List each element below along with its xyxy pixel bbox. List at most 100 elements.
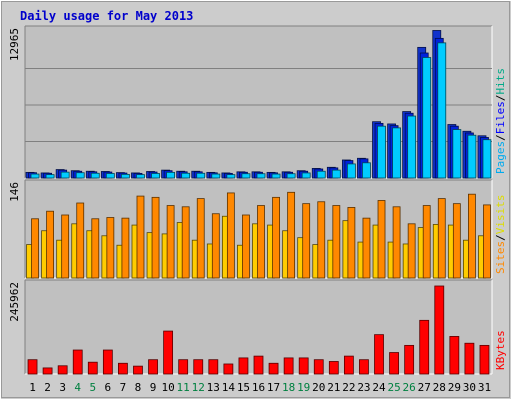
x-tick-label-day-28: 28 bbox=[433, 381, 446, 394]
bar-visits-visits-day-16 bbox=[257, 205, 265, 279]
bar-kbytes-kbytes-day-18 bbox=[283, 357, 294, 375]
bar-visits-visits-day-19 bbox=[302, 203, 311, 279]
bar-visits-visits-day-7 bbox=[121, 217, 130, 279]
bar-visits-visits-day-22 bbox=[347, 207, 356, 279]
bar-visits-visits-day-15 bbox=[242, 214, 250, 279]
x-tick-label-day-29: 29 bbox=[448, 381, 461, 394]
bar-hits-pages-day-26 bbox=[407, 115, 417, 179]
x-tick-label-day-4: 4 bbox=[74, 381, 81, 394]
bar-hits-pages-day-10 bbox=[166, 171, 176, 179]
bar-kbytes-kbytes-day-4 bbox=[72, 349, 83, 375]
panel-kbytes: 245962 KBytes bbox=[8, 279, 507, 375]
x-tick-label-day-15: 15 bbox=[237, 381, 250, 394]
bar-kbytes-kbytes-day-15 bbox=[238, 357, 249, 375]
bar-hits-pages-day-17 bbox=[271, 173, 281, 179]
bar-kbytes-kbytes-day-3 bbox=[57, 365, 68, 375]
bar-hits-pages-day-19 bbox=[301, 172, 311, 179]
bar-kbytes-kbytes-day-9 bbox=[148, 359, 158, 375]
bar-kbytes-kbytes-day-2 bbox=[42, 367, 53, 375]
bar-kbytes-kbytes-day-17 bbox=[268, 362, 279, 375]
bar-kbytes-kbytes-day-31 bbox=[479, 344, 490, 375]
bar-hits-pages-day-31 bbox=[482, 139, 492, 179]
bar-hits-pages-day-21 bbox=[331, 169, 341, 179]
bar-hits-pages-day-2 bbox=[45, 174, 55, 179]
x-tick-label-day-1: 1 bbox=[29, 381, 36, 394]
bar-hits-pages-day-30 bbox=[467, 134, 477, 179]
x-tick-label-day-19: 19 bbox=[297, 381, 310, 394]
series-visits-visits bbox=[31, 191, 491, 279]
panel-visits-max-label: 146 bbox=[8, 182, 21, 202]
x-tick-label-day-24: 24 bbox=[372, 381, 386, 394]
bar-visits-visits-day-21 bbox=[332, 205, 341, 279]
bar-hits-pages-day-28 bbox=[437, 42, 447, 179]
x-tick-label-day-27: 27 bbox=[418, 381, 431, 394]
bar-hits-pages-day-3 bbox=[60, 171, 70, 179]
bar-visits-visits-day-6 bbox=[106, 217, 115, 279]
legend-entry-sites: Sites bbox=[494, 241, 507, 274]
x-tick-label-day-8: 8 bbox=[135, 381, 142, 394]
bar-visits-visits-day-25 bbox=[392, 206, 401, 279]
bar-kbytes-kbytes-day-20 bbox=[313, 359, 324, 375]
bar-kbytes-kbytes-day-22 bbox=[343, 355, 354, 375]
bar-hits-pages-day-23 bbox=[362, 162, 371, 179]
chart-panels: 12965Pages/Files/Hits146Sites/Visits2459… bbox=[8, 25, 507, 375]
x-tick-label-day-20: 20 bbox=[312, 381, 325, 394]
bar-visits-visits-day-30 bbox=[467, 193, 476, 279]
bar-visits-visits-day-4 bbox=[76, 202, 85, 279]
bar-kbytes-kbytes-day-24 bbox=[374, 334, 384, 375]
legend-separator: / bbox=[494, 134, 507, 141]
x-tick-label-day-12: 12 bbox=[192, 381, 205, 394]
bar-kbytes-kbytes-day-26 bbox=[404, 344, 415, 375]
bar-kbytes-kbytes-day-1 bbox=[27, 359, 38, 375]
bar-kbytes-kbytes-day-11 bbox=[178, 359, 189, 375]
bar-visits-visits-day-2 bbox=[46, 210, 54, 279]
bar-kbytes-kbytes-day-13 bbox=[208, 359, 219, 375]
x-tick-label-day-11: 11 bbox=[177, 381, 190, 394]
bar-hits-pages-day-27 bbox=[422, 57, 432, 179]
bar-visits-visits-day-29 bbox=[452, 203, 461, 279]
bar-hits-pages-day-5 bbox=[90, 172, 100, 179]
bar-kbytes-kbytes-day-14 bbox=[223, 363, 234, 375]
x-tick-label-day-25: 25 bbox=[387, 381, 400, 394]
bar-kbytes-kbytes-day-7 bbox=[118, 362, 128, 375]
bar-visits-visits-day-18 bbox=[287, 191, 296, 279]
bar-kbytes-kbytes-day-30 bbox=[464, 342, 475, 375]
x-tick-label-day-13: 13 bbox=[207, 381, 220, 394]
bar-kbytes-kbytes-day-10 bbox=[163, 330, 174, 375]
x-tick-label-day-10: 10 bbox=[161, 381, 174, 394]
bar-visits-visits-day-8 bbox=[136, 195, 145, 279]
x-tick-label-day-3: 3 bbox=[59, 381, 66, 394]
x-tick-label-day-23: 23 bbox=[357, 381, 370, 394]
panel-visits-legend: Sites/Visits bbox=[494, 195, 507, 275]
bar-kbytes-kbytes-day-28 bbox=[434, 285, 445, 375]
x-tick-label-day-18: 18 bbox=[282, 381, 295, 394]
x-tick-label-day-9: 9 bbox=[150, 381, 157, 394]
bar-visits-visits-day-27 bbox=[422, 205, 431, 279]
bar-hits-pages-day-16 bbox=[256, 173, 266, 179]
x-tick-label-day-22: 22 bbox=[342, 381, 355, 394]
x-tick-label-day-6: 6 bbox=[105, 381, 112, 394]
bar-kbytes-kbytes-day-27 bbox=[419, 319, 430, 375]
bar-kbytes-kbytes-day-23 bbox=[359, 359, 369, 375]
bar-visits-visits-day-12 bbox=[196, 198, 205, 279]
bar-hits-pages-day-18 bbox=[286, 173, 296, 179]
bar-kbytes-kbytes-day-19 bbox=[298, 357, 309, 375]
legend-entry-pages: Pages bbox=[494, 141, 507, 174]
bar-visits-visits-day-31 bbox=[483, 204, 491, 279]
x-tick-label-day-31: 31 bbox=[478, 381, 491, 394]
bar-hits-pages-day-15 bbox=[241, 173, 251, 179]
legend-separator: / bbox=[494, 95, 507, 102]
panel-hits-max-label: 12965 bbox=[8, 28, 21, 61]
bar-kbytes-kbytes-day-25 bbox=[389, 352, 399, 375]
bar-kbytes-kbytes-day-29 bbox=[449, 336, 460, 375]
bar-visits-visits-day-13 bbox=[211, 213, 220, 279]
bar-visits-visits-day-5 bbox=[91, 218, 100, 279]
series-hits-pages bbox=[30, 42, 492, 179]
bar-visits-visits-day-24 bbox=[377, 200, 386, 279]
bar-visits-visits-day-11 bbox=[181, 206, 190, 279]
x-tick-label-day-2: 2 bbox=[44, 381, 51, 394]
x-tick-label-day-14: 14 bbox=[222, 381, 236, 394]
